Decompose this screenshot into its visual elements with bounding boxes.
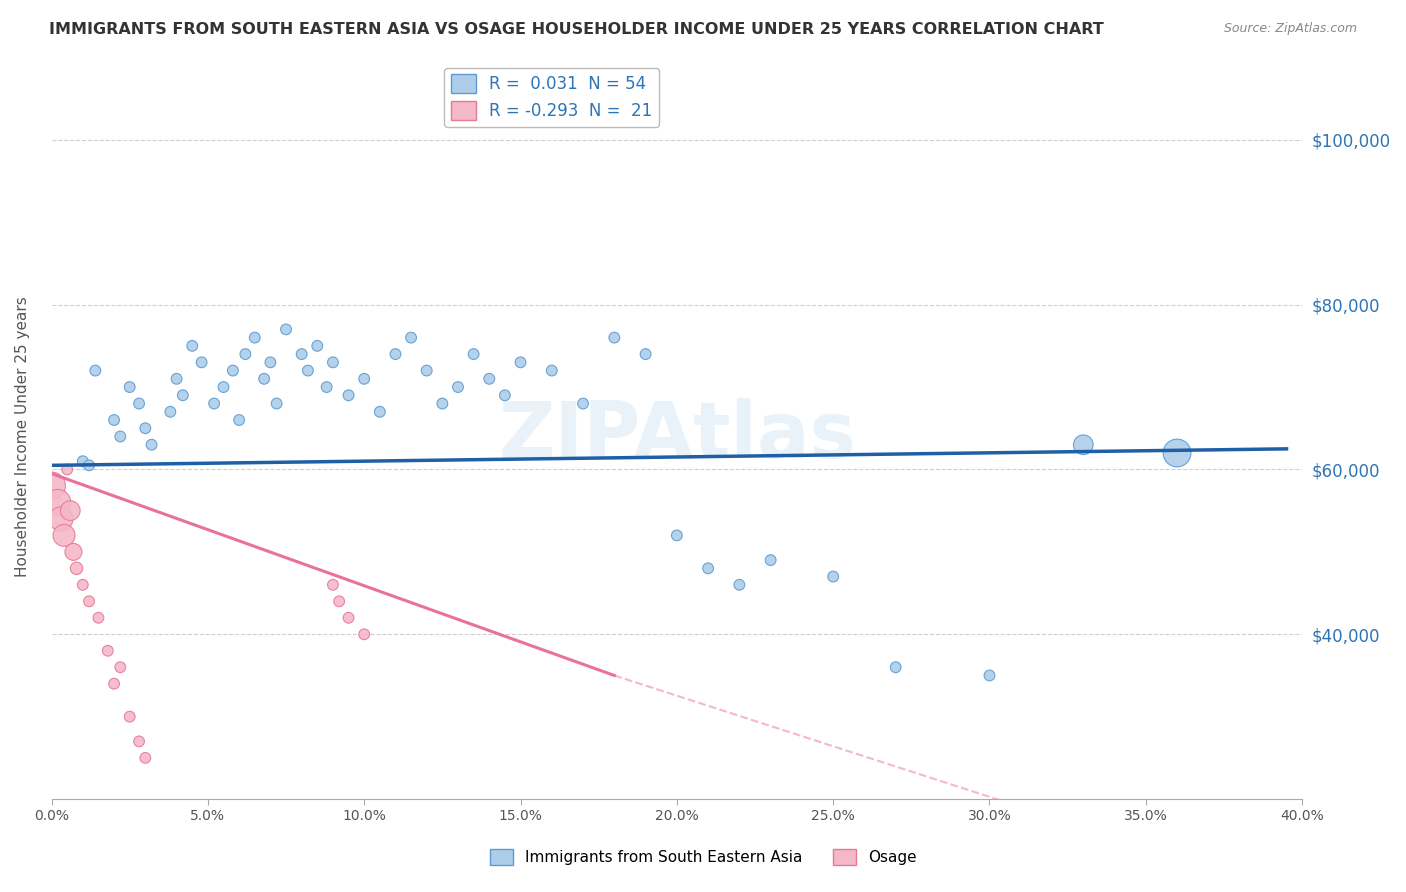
- Point: [128, 734, 150, 748]
- Point: [118, 380, 141, 394]
- Point: [253, 372, 276, 386]
- Point: [979, 668, 1001, 682]
- Point: [432, 396, 454, 410]
- Point: [166, 372, 188, 386]
- Point: [634, 347, 657, 361]
- Point: [368, 405, 391, 419]
- Point: [87, 611, 110, 625]
- Point: [134, 751, 156, 765]
- Point: [97, 644, 120, 658]
- Point: [53, 528, 76, 542]
- Point: [46, 495, 69, 509]
- Point: [41, 479, 63, 493]
- Point: [110, 660, 132, 674]
- Point: [243, 330, 266, 344]
- Text: Source: ZipAtlas.com: Source: ZipAtlas.com: [1223, 22, 1357, 36]
- Point: [447, 380, 470, 394]
- Point: [56, 462, 79, 476]
- Point: [478, 372, 501, 386]
- Point: [222, 363, 245, 377]
- Legend: Immigrants from South Eastern Asia, Osage: Immigrants from South Eastern Asia, Osag…: [484, 843, 922, 871]
- Point: [49, 512, 72, 526]
- Point: [72, 578, 94, 592]
- Point: [759, 553, 782, 567]
- Point: [337, 388, 360, 402]
- Point: [181, 339, 204, 353]
- Point: [307, 339, 329, 353]
- Text: IMMIGRANTS FROM SOUTH EASTERN ASIA VS OSAGE HOUSEHOLDER INCOME UNDER 25 YEARS CO: IMMIGRANTS FROM SOUTH EASTERN ASIA VS OS…: [49, 22, 1104, 37]
- Point: [59, 503, 82, 517]
- Point: [72, 454, 94, 468]
- Point: [1166, 446, 1188, 460]
- Point: [103, 676, 125, 690]
- Point: [540, 363, 562, 377]
- Point: [463, 347, 485, 361]
- Point: [103, 413, 125, 427]
- Legend: R =  0.031  N = 54, R = -0.293  N =  21: R = 0.031 N = 54, R = -0.293 N = 21: [444, 68, 659, 127]
- Point: [291, 347, 314, 361]
- Point: [315, 380, 337, 394]
- Point: [353, 627, 375, 641]
- Point: [84, 363, 107, 377]
- Point: [159, 405, 181, 419]
- Point: [228, 413, 250, 427]
- Point: [266, 396, 288, 410]
- Point: [77, 594, 100, 608]
- Text: ZIPAtlas: ZIPAtlas: [498, 399, 856, 475]
- Point: [665, 528, 688, 542]
- Point: [415, 363, 437, 377]
- Point: [118, 709, 141, 723]
- Point: [509, 355, 531, 369]
- Point: [62, 545, 84, 559]
- Point: [1071, 438, 1094, 452]
- Point: [212, 380, 235, 394]
- Point: [274, 322, 297, 336]
- Point: [110, 429, 132, 443]
- Point: [190, 355, 212, 369]
- Point: [65, 561, 87, 575]
- Point: [337, 611, 360, 625]
- Point: [77, 458, 100, 473]
- Point: [128, 396, 150, 410]
- Point: [328, 594, 350, 608]
- Point: [697, 561, 720, 575]
- Point: [399, 330, 422, 344]
- Point: [172, 388, 194, 402]
- Point: [235, 347, 257, 361]
- Point: [884, 660, 907, 674]
- Point: [322, 355, 344, 369]
- Point: [297, 363, 319, 377]
- Point: [259, 355, 281, 369]
- Point: [202, 396, 225, 410]
- Point: [353, 372, 375, 386]
- Y-axis label: Householder Income Under 25 years: Householder Income Under 25 years: [15, 296, 30, 577]
- Point: [823, 569, 845, 583]
- Point: [494, 388, 516, 402]
- Point: [384, 347, 406, 361]
- Point: [603, 330, 626, 344]
- Point: [728, 578, 751, 592]
- Point: [134, 421, 156, 435]
- Point: [572, 396, 595, 410]
- Point: [141, 438, 163, 452]
- Point: [322, 578, 344, 592]
